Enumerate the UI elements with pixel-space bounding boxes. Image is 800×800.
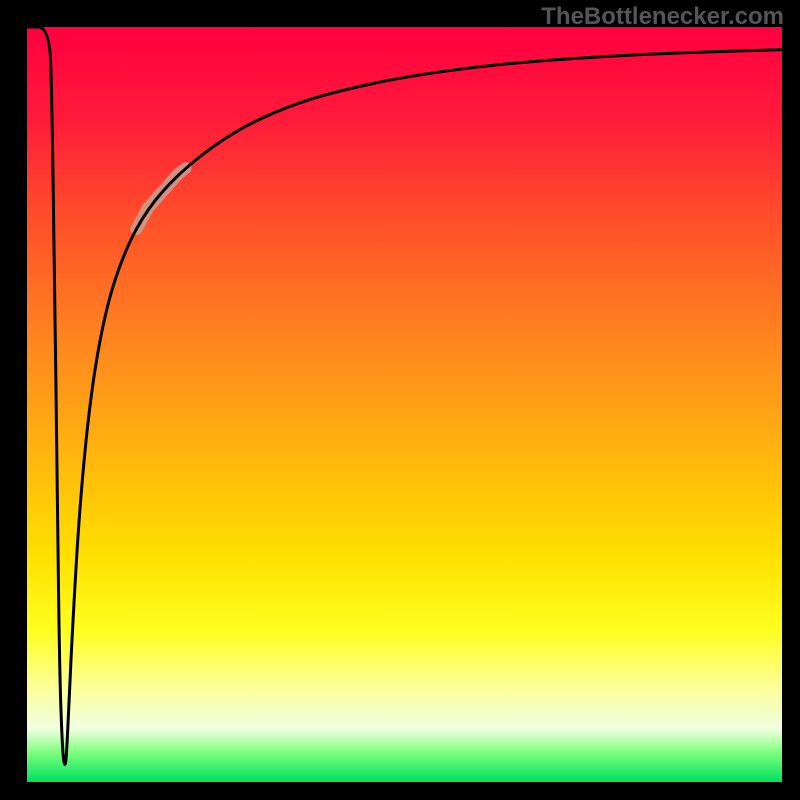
chart-container: TheBottlenecker.com <box>0 0 800 800</box>
gradient-background <box>27 27 782 782</box>
watermark-text: TheBottlenecker.com <box>541 3 784 31</box>
plot-area <box>27 27 782 782</box>
